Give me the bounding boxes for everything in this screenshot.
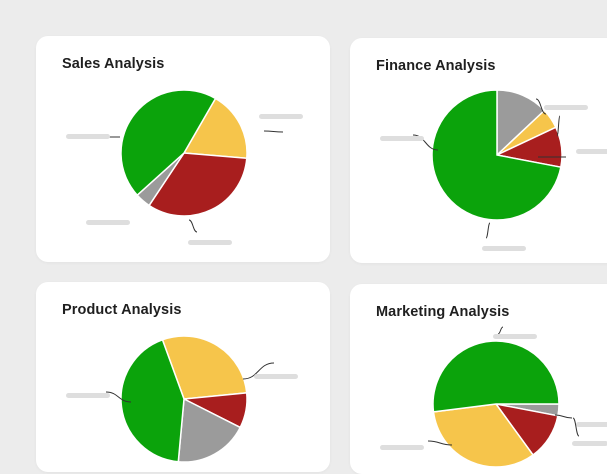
card-marketing: Marketing Analysis <box>350 284 607 474</box>
leader-line <box>188 219 198 233</box>
pie-slice-green <box>120 89 217 197</box>
pie-chart-product <box>66 335 298 463</box>
label-placeholder <box>66 393 110 398</box>
label-placeholder <box>380 445 424 450</box>
label-placeholder <box>482 246 526 251</box>
chart-title: Sales Analysis <box>62 56 165 72</box>
label-placeholder <box>259 114 303 119</box>
card-sales: Sales Analysis <box>36 36 330 262</box>
chart-title: Finance Analysis <box>376 58 496 74</box>
label-placeholder <box>493 334 537 339</box>
label-placeholder <box>576 422 607 427</box>
leader-line <box>497 326 504 335</box>
label-placeholder <box>380 136 424 141</box>
leader-line <box>535 98 547 115</box>
pie-slice-yellow <box>161 335 248 400</box>
label-placeholder <box>544 105 588 110</box>
chart-title: Product Analysis <box>62 302 182 318</box>
leader-line <box>427 440 453 446</box>
label-placeholder <box>572 441 607 446</box>
leader-line <box>485 222 491 239</box>
leader-line <box>412 134 439 151</box>
pie-slice-green <box>431 89 562 221</box>
label-placeholder <box>188 240 232 245</box>
leader-line <box>554 414 573 419</box>
pie-slice-yellow <box>182 97 248 160</box>
label-placeholder <box>576 149 607 154</box>
leader-line <box>263 130 284 133</box>
leader-line <box>556 115 561 137</box>
label-placeholder <box>66 134 110 139</box>
leader-line <box>105 391 132 403</box>
pie-chart-marketing <box>380 326 607 468</box>
card-product: Product Analysis <box>36 282 330 472</box>
pie-chart-finance <box>380 89 607 251</box>
chart-title: Marketing Analysis <box>376 304 510 320</box>
leader-line <box>572 417 580 437</box>
leader-line <box>242 362 275 380</box>
pie-chart-sales <box>66 89 303 245</box>
card-finance: Finance Analysis <box>350 38 607 263</box>
label-placeholder <box>254 374 298 379</box>
pie-slice-green <box>432 340 560 413</box>
label-placeholder <box>86 220 130 225</box>
